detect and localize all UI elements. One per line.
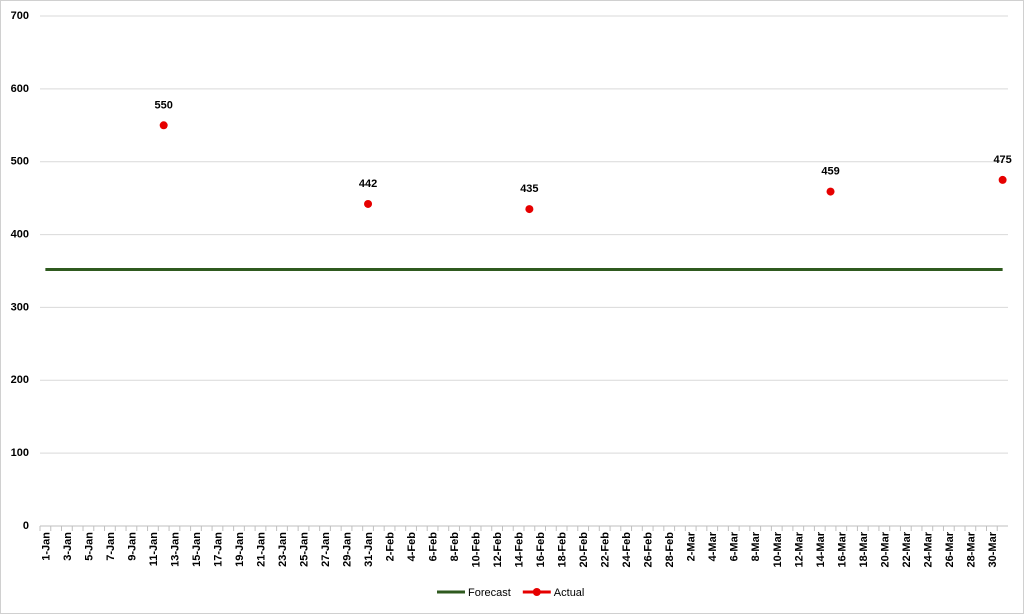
data-label: 442	[359, 178, 377, 190]
x-tick-label: 26-Mar	[944, 531, 956, 567]
y-tick-label: 400	[11, 228, 29, 240]
y-tick-label: 100	[11, 447, 29, 459]
x-tick-label: 16-Mar	[836, 531, 848, 567]
x-tick-label: 8-Feb	[449, 532, 461, 562]
data-label: 550	[155, 99, 173, 111]
x-tick-label: 2-Feb	[385, 532, 397, 562]
legend-label: Actual	[554, 587, 585, 599]
x-tick-label: 21-Jan	[255, 532, 267, 567]
x-tick-label: 7-Jan	[105, 532, 117, 561]
x-tick-label: 23-Jan	[277, 532, 289, 567]
x-tick-label: 8-Mar	[750, 531, 762, 561]
x-tick-label: 4-Feb	[406, 532, 418, 562]
x-tick-label: 27-Jan	[320, 532, 332, 567]
x-tick-label: 30-Mar	[987, 531, 999, 567]
x-tick-label: 17-Jan	[212, 532, 224, 567]
legend-label: Forecast	[468, 587, 511, 599]
x-tick-label: 4-Mar	[707, 531, 719, 561]
y-tick-label: 600	[11, 83, 29, 95]
x-tick-label: 24-Feb	[621, 532, 633, 568]
x-tick-label: 5-Jan	[83, 532, 95, 561]
y-tick-label: 700	[11, 10, 29, 22]
x-tick-label: 10-Feb	[471, 532, 483, 568]
x-tick-label: 12-Mar	[793, 531, 805, 567]
x-tick-label: 16-Feb	[535, 532, 547, 568]
x-tick-label: 20-Mar	[879, 531, 891, 567]
x-tick-label: 25-Jan	[299, 532, 311, 567]
x-tick-label: 26-Feb	[643, 532, 655, 568]
x-tick-label: 18-Feb	[557, 532, 569, 568]
legend-item: Actual	[522, 587, 585, 599]
data-label: 475	[993, 154, 1011, 166]
x-tick-label: 18-Mar	[858, 531, 870, 567]
x-tick-label: 10-Mar	[772, 531, 784, 567]
x-tick-label: 3-Jan	[62, 532, 74, 561]
x-tick-label: 2-Mar	[686, 531, 698, 561]
x-tick-label: 29-Jan	[342, 532, 354, 567]
x-tick-label: 9-Jan	[126, 532, 138, 561]
x-tick-label: 28-Mar	[965, 531, 977, 567]
x-tick-label: 6-Mar	[729, 531, 741, 561]
y-tick-label: 300	[11, 301, 29, 313]
data-label: 459	[821, 166, 839, 178]
legend-item: Forecast	[437, 587, 511, 599]
x-tick-label: 12-Feb	[492, 532, 504, 568]
actual-point	[998, 175, 1007, 184]
x-tick-label: 14-Feb	[514, 532, 526, 568]
x-tick-label: 31-Jan	[363, 532, 375, 567]
x-tick-label: 24-Mar	[922, 531, 934, 567]
y-tick-label: 500	[11, 156, 29, 168]
x-tick-label: 19-Jan	[234, 532, 246, 567]
actual-point	[525, 205, 534, 214]
x-tick-label: 22-Feb	[600, 532, 612, 568]
x-tick-label: 6-Feb	[428, 532, 440, 562]
y-tick-label: 200	[11, 374, 29, 386]
actual-point	[826, 187, 835, 196]
x-tick-label: 11-Jan	[148, 532, 160, 567]
x-tick-label: 13-Jan	[169, 532, 181, 567]
x-tick-label: 1-Jan	[40, 532, 52, 561]
x-tick-label: 20-Feb	[578, 532, 590, 568]
x-tick-label: 15-Jan	[191, 532, 203, 567]
x-tick-label: 28-Feb	[664, 532, 676, 568]
legend-marker	[532, 588, 541, 596]
y-tick-label: 0	[23, 520, 29, 532]
actual-point	[159, 121, 168, 130]
actual-point	[364, 199, 373, 208]
x-tick-label: 14-Mar	[815, 531, 827, 567]
data-label: 435	[520, 183, 538, 195]
x-tick-label: 22-Mar	[901, 531, 913, 567]
